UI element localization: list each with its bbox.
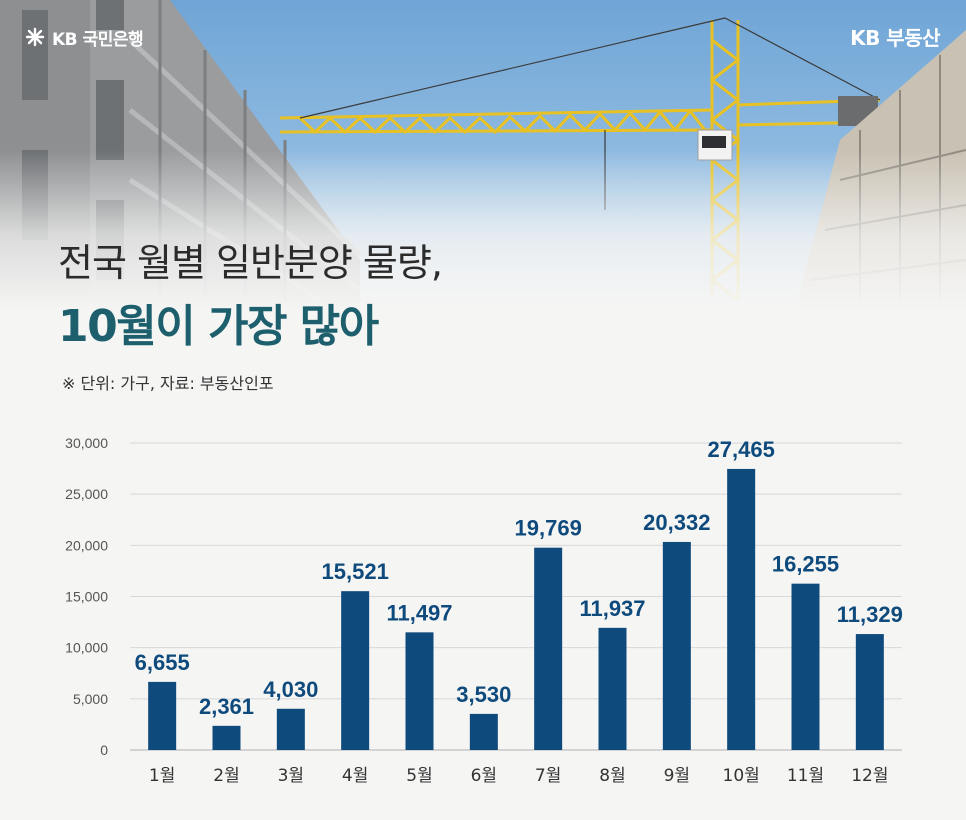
chart-gridlines [130,442,902,751]
y-tick-label: 20,000 [65,537,108,553]
y-tick-label: 0 [100,742,108,758]
kb-kookmin-bank-logo: KB 국민은행 [24,24,144,50]
bar-7 [534,547,563,750]
y-tick-label: 30,000 [65,435,108,451]
y-tick-label: 5,000 [73,691,108,707]
data-label-2: 2,361 [199,694,254,719]
brand-left-text: KB 국민은행 [52,29,144,50]
x-tick-label: 6월 [471,766,497,786]
bar-6 [469,713,498,750]
y-tick-label: 25,000 [65,486,108,502]
y-tick-label: 15,000 [65,589,108,605]
data-label-7: 19,769 [515,516,582,541]
x-tick-label: 7월 [535,766,561,786]
x-tick-label: 2월 [213,766,239,786]
bar-2 [212,725,241,750]
bar-3 [276,708,305,750]
headline-line-2: 10월이 가장 많아 [58,301,379,352]
unit-source-note: ※ 단위: 가구, 자료: 부동산인포 [62,374,274,393]
bar-5 [405,632,434,750]
x-tick-label: 8월 [599,766,625,786]
data-label-4: 15,521 [322,559,389,584]
data-label-8: 11,937 [579,596,645,621]
data-label-6: 3,530 [456,682,511,707]
data-label-9: 20,332 [643,510,710,535]
data-label-3: 4,030 [263,677,318,702]
x-tick-label: 12월 [851,766,888,786]
x-tick-label: 9월 [664,766,690,786]
bar-8 [598,627,627,750]
bar-1 [148,681,177,750]
data-label-12: 11,329 [837,602,903,627]
data-label-10: 27,465 [708,437,775,462]
bar-10 [727,468,756,750]
x-tick-label: 5월 [406,766,432,786]
data-label-11: 16,255 [772,552,839,577]
x-tick-label: 10월 [723,766,760,786]
bar-4 [341,591,370,750]
background-fade [0,150,966,340]
data-label-1: 6,655 [135,650,190,675]
bar-9 [662,541,691,750]
x-tick-label: 4월 [342,766,368,786]
chart-bars [148,468,884,750]
x-tick-label: 11월 [787,766,824,786]
bar-12 [855,634,884,750]
x-tick-label: 1월 [149,766,175,786]
data-label-5: 11,497 [386,600,452,625]
kb-star-icon [25,27,45,47]
chart-labels: 0 5,000 10,000 15,000 20,000 25,000 30,000 6,65… [65,435,903,786]
bar-11 [791,583,820,750]
y-tick-label: 10,000 [65,640,108,656]
headline-line-1: 전국 월별 일반분양 물량, [58,241,443,285]
x-tick-label: 3월 [278,766,304,786]
kb-real-estate-logo: KB 부동산 [850,26,940,50]
